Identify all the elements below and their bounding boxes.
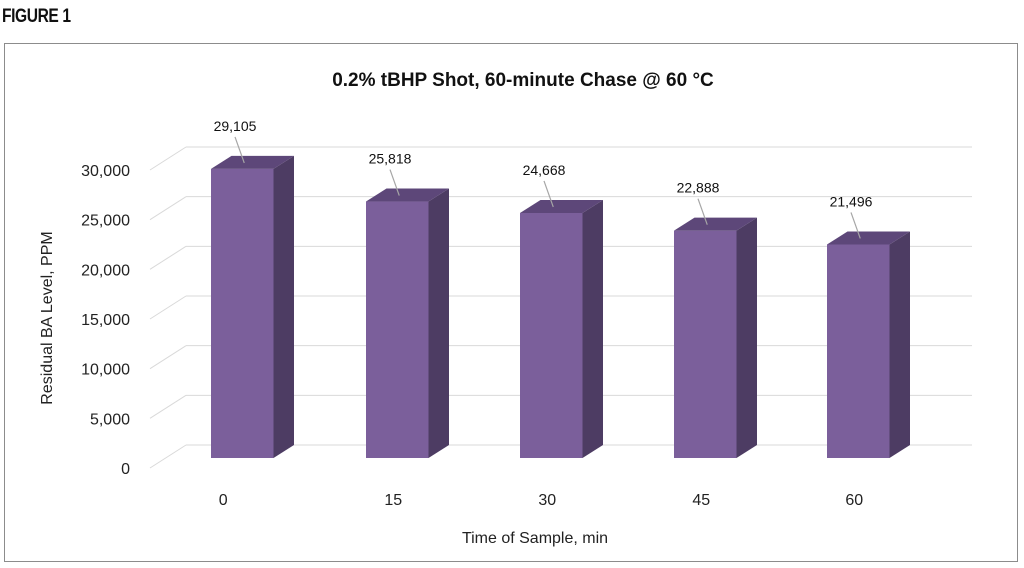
data-label-leader bbox=[234, 136, 245, 164]
y-tick-label: 10,000 bbox=[81, 362, 130, 379]
bar bbox=[366, 188, 449, 458]
data-label: 21,496 bbox=[830, 193, 873, 209]
x-tick-label: 30 bbox=[538, 492, 556, 509]
y-tick-label: 20,000 bbox=[81, 262, 130, 279]
y-tick-labels: 0 5,000 10,000 15,000 20,000 25,000 30,000 bbox=[81, 163, 130, 478]
data-label: 22,888 bbox=[677, 180, 720, 196]
data-labels: 29,105 25,818 24,668 22,888 21,496 bbox=[214, 118, 873, 239]
data-label-leader bbox=[850, 212, 861, 239]
gridline-diagonal bbox=[149, 196, 187, 221]
bar bbox=[211, 155, 294, 459]
bar-top bbox=[520, 199, 603, 213]
gridline-diagonal bbox=[149, 146, 187, 171]
bar-side bbox=[889, 231, 910, 458]
bar-front bbox=[211, 168, 274, 459]
bar-side bbox=[273, 155, 294, 459]
gridline-diagonal bbox=[149, 444, 187, 469]
data-label: 25,818 bbox=[369, 151, 412, 167]
y-tick-label: 25,000 bbox=[81, 213, 130, 230]
x-axis-title: Time of Sample, min bbox=[462, 530, 608, 547]
gridline-diagonal bbox=[149, 295, 187, 320]
bar-front bbox=[827, 244, 890, 458]
gridline-diagonal bbox=[149, 394, 187, 419]
y-tick-label: 0 bbox=[121, 461, 130, 478]
y-tick-label: 15,000 bbox=[81, 312, 130, 329]
bar-top bbox=[674, 217, 757, 231]
bars bbox=[211, 155, 910, 459]
data-label-leader bbox=[697, 198, 708, 225]
bar-front bbox=[366, 201, 429, 458]
bar-front bbox=[674, 230, 737, 458]
gridline-diagonal bbox=[149, 245, 187, 270]
bar-side bbox=[428, 188, 449, 458]
bar-side bbox=[736, 217, 757, 458]
y-tick-label: 30,000 bbox=[81, 163, 130, 180]
y-tick-label: 5,000 bbox=[90, 411, 130, 428]
bar-top bbox=[366, 188, 449, 202]
data-label-leader bbox=[389, 169, 400, 196]
chart-title: 0.2% tBHP Shot, 60-minute Chase @ 60 °C bbox=[332, 70, 714, 91]
bar-top bbox=[211, 155, 294, 169]
x-tick-label: 45 bbox=[692, 492, 710, 509]
x-tick-label: 15 bbox=[384, 492, 402, 509]
x-tick-label: 60 bbox=[845, 492, 863, 509]
bar bbox=[520, 199, 603, 458]
data-label: 29,105 bbox=[214, 118, 257, 134]
bar-side bbox=[582, 199, 603, 458]
x-tick-labels: 0 15 30 45 60 bbox=[219, 492, 863, 509]
bar-top bbox=[827, 231, 910, 245]
bar bbox=[827, 231, 910, 458]
y-axis-title: Residual BA Level, PPM bbox=[39, 231, 56, 404]
x-tick-label: 0 bbox=[219, 492, 228, 509]
bar-front bbox=[520, 212, 583, 458]
data-label-leader bbox=[543, 180, 554, 208]
figure-label: FIGURE 1 bbox=[2, 6, 71, 27]
gridline-diagonal bbox=[149, 345, 187, 370]
bar bbox=[674, 217, 757, 458]
data-label: 24,668 bbox=[523, 162, 566, 178]
